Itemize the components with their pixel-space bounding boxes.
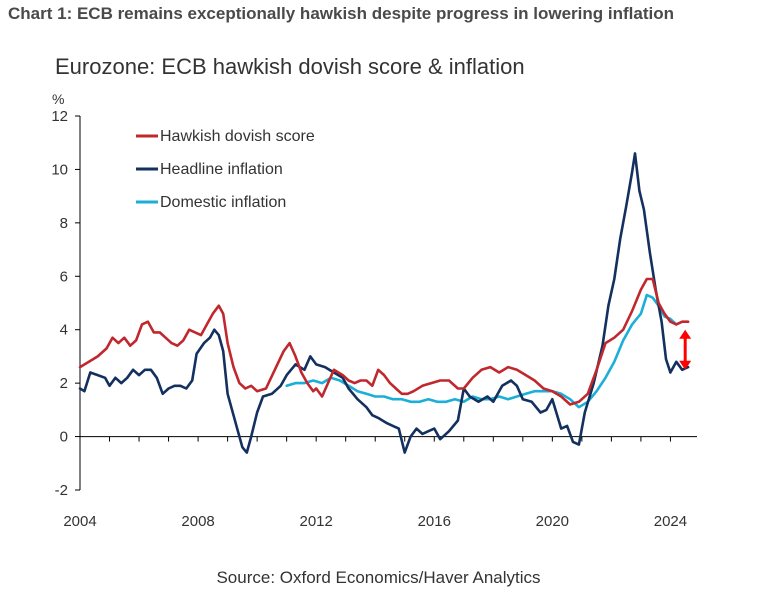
domestic-inflation-line — [285, 293, 678, 409]
x-tick-label: 2012 — [299, 513, 332, 530]
chart-plot: Eurozone: ECB hawkish dovish score & inf… — [51, 54, 697, 530]
legend: Hawkish dovish score Headline inflation … — [136, 128, 315, 211]
source-note: Source: Oxford Economics/Haver Analytics — [216, 568, 541, 587]
axes: -2 0 2 4 6 8 10 12 2004 2008 2012 2016 2020 2024 — [51, 108, 697, 530]
y-tick-label: 12 — [51, 108, 68, 125]
y-axis-label: % — [52, 91, 64, 107]
y-tick-label: 0 — [60, 429, 68, 446]
headline-inflation-line — [78, 152, 690, 454]
legend-hawkish-label: Hawkish dovish score — [160, 128, 315, 145]
y-tick-label: 4 — [60, 322, 68, 339]
gap-arrow — [679, 329, 692, 370]
legend-headline-label: Headline inflation — [160, 161, 283, 178]
y-tick-label: 8 — [60, 215, 68, 232]
gap-arrow-head-down — [679, 360, 692, 370]
gap-arrow-head-up — [679, 329, 692, 339]
x-tick-label: 2024 — [654, 513, 687, 530]
chart-title: Chart 1: ECB remains exceptionally hawki… — [8, 4, 674, 23]
y-tick-label: 10 — [51, 161, 68, 178]
x-tick-label: 2008 — [181, 513, 214, 530]
x-tick-label: 2004 — [63, 513, 96, 530]
legend-domestic-label: Domestic inflation — [160, 194, 286, 211]
y-tick-label: -2 — [55, 482, 68, 499]
series-lines — [78, 152, 690, 454]
y-tick-label: 6 — [60, 268, 68, 285]
plot-title: Eurozone: ECB hawkish dovish score & inf… — [55, 54, 525, 79]
x-tick-label: 2020 — [536, 513, 569, 530]
y-tick-label: 2 — [60, 375, 68, 392]
x-tick-label: 2016 — [418, 513, 451, 530]
hawkish-dovish-line — [78, 277, 690, 406]
